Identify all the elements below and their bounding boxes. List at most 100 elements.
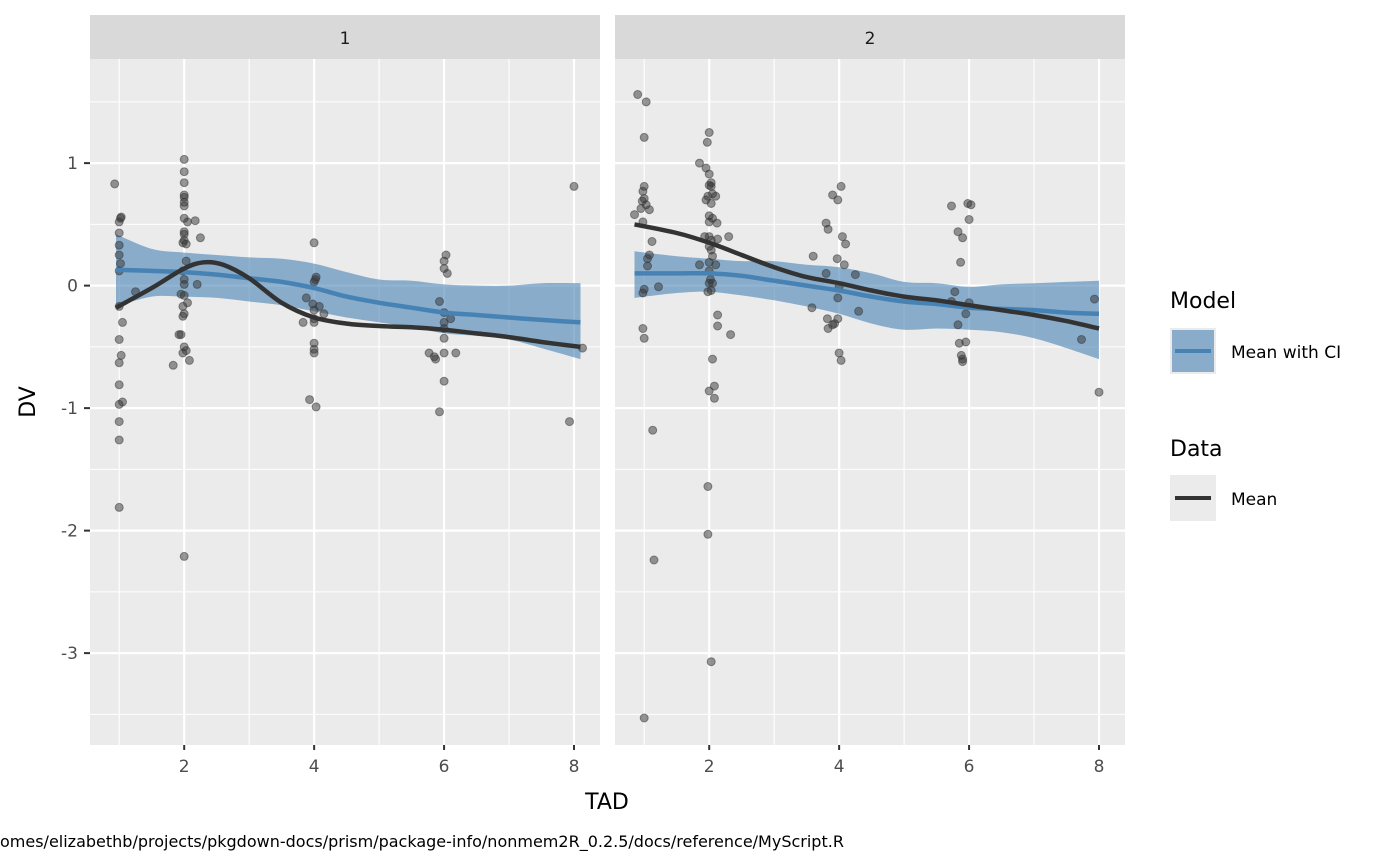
data-point — [961, 337, 971, 347]
data-point — [647, 237, 657, 246]
data-point — [808, 251, 818, 261]
data-point — [709, 393, 719, 403]
data-point — [179, 279, 189, 289]
data-point — [964, 215, 974, 224]
panel-background-1 — [90, 59, 600, 745]
data-point — [695, 260, 704, 270]
data-point — [958, 233, 968, 243]
data-point — [431, 354, 441, 364]
legend-label-model: Mean with CI — [1231, 343, 1341, 363]
legend: Model Mean with CI Data Mean — [1170, 289, 1341, 521]
data-mean-line — [114, 259, 581, 350]
data-point — [713, 310, 723, 320]
data-point — [633, 90, 643, 99]
data-point — [836, 355, 846, 365]
strip-background-2 — [615, 15, 1125, 59]
data-point — [309, 348, 319, 358]
data-point — [706, 181, 716, 191]
data-point — [309, 238, 319, 248]
data-point — [821, 218, 831, 228]
data-point — [110, 179, 120, 189]
data-point — [114, 399, 124, 409]
data-point — [966, 200, 976, 210]
legend-title-data: Data — [1170, 437, 1223, 462]
data-point — [116, 259, 125, 269]
data-point — [639, 713, 649, 723]
data-point — [439, 376, 449, 386]
legend-key-model — [1170, 328, 1216, 374]
data-point — [190, 216, 200, 226]
y-tick-label: -2 — [61, 522, 78, 542]
data-point — [184, 355, 194, 365]
data-point — [311, 402, 321, 412]
data-point — [704, 217, 714, 227]
x-tick-label: 8 — [569, 757, 580, 777]
data-point — [179, 178, 189, 188]
data-point — [442, 268, 452, 278]
x-axis-2: 2 4 6 8 — [704, 745, 1105, 777]
data-point — [114, 435, 124, 445]
x-tick-label: 8 — [1094, 757, 1105, 777]
data-point — [439, 256, 449, 266]
y-axis: 1 0 -1 -2 -3 — [61, 154, 90, 664]
legend-key-data — [1170, 475, 1216, 521]
data-mean-line — [634, 222, 1100, 331]
legend-title-model: Model — [1170, 289, 1236, 314]
data-point — [114, 358, 124, 368]
data-point — [947, 201, 956, 211]
y-tick-label: -3 — [61, 644, 78, 664]
data-point — [695, 158, 704, 168]
data-point — [114, 228, 124, 238]
y-axis-title: DV — [16, 386, 41, 418]
data-point — [704, 169, 714, 179]
data-point — [649, 555, 659, 565]
x-tick-label: 2 — [704, 757, 715, 777]
data-point — [638, 186, 648, 196]
data-point — [569, 181, 579, 191]
data-point — [641, 97, 651, 107]
data-point — [704, 386, 714, 396]
caption: omes/elizabethb/projects/pkgdown-docs/pr… — [0, 832, 844, 852]
data-point — [179, 551, 189, 561]
lines-1 — [114, 259, 581, 350]
y-tick-label: 1 — [67, 154, 78, 174]
data-point — [854, 306, 864, 316]
data-point — [726, 330, 736, 340]
data-point — [703, 529, 713, 539]
data-point — [176, 330, 186, 340]
data-point — [179, 201, 189, 211]
x-tick-label: 4 — [309, 757, 320, 777]
model-mean-line — [634, 270, 1100, 317]
data-point — [439, 348, 449, 358]
data-point — [435, 297, 444, 306]
data-point — [807, 303, 817, 313]
data-point — [821, 268, 831, 278]
data-point — [643, 261, 652, 271]
x-axis-title: TAD — [584, 790, 629, 815]
data-point — [114, 250, 124, 260]
x-tick-label: 4 — [834, 757, 845, 777]
data-point — [724, 232, 734, 242]
data-point — [168, 360, 178, 370]
data-point — [833, 293, 843, 303]
data-point — [704, 128, 714, 137]
data-point — [953, 227, 963, 237]
y-tick-label: 0 — [67, 277, 78, 297]
strip-label-1: 1 — [340, 29, 351, 49]
data-point — [830, 319, 840, 329]
data-point — [706, 199, 716, 208]
data-point — [301, 293, 311, 303]
data-point — [565, 417, 574, 427]
data-point — [435, 407, 444, 417]
data-point — [713, 234, 723, 244]
data-point — [179, 154, 189, 164]
x-axis-1: 2 4 6 8 — [179, 745, 580, 777]
data-point — [178, 311, 188, 321]
data-point — [630, 210, 639, 220]
data-point — [654, 282, 663, 292]
data-point — [183, 217, 192, 227]
data-point — [711, 260, 721, 270]
data-point — [439, 333, 449, 343]
data-point — [195, 233, 205, 243]
